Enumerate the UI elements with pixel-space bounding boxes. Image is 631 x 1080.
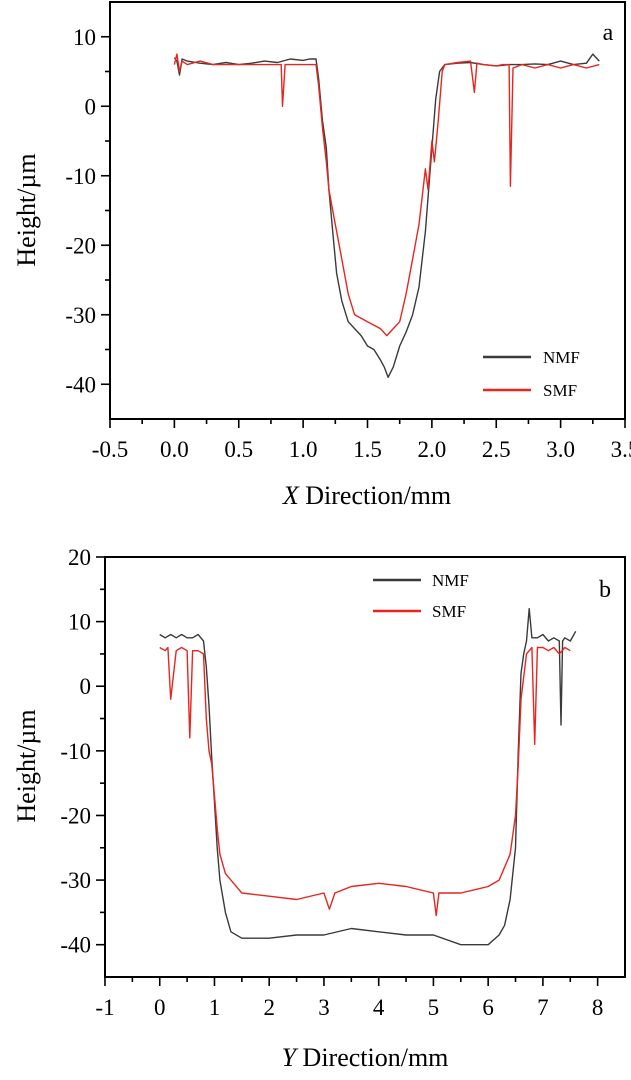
y-axis-title-b: Height/µm	[12, 709, 41, 822]
axis-ticks-a: -0.5 0.0 0.5 1.0 1.5 2.0 2.5 3.0 3.5 10 0 -10 -20 -30…	[65, 25, 631, 462]
y-tick-label-b-1: 10	[68, 610, 91, 635]
legend-label-nmf-a: NMF	[543, 348, 580, 367]
series-group-a	[173, 53, 600, 378]
y-tick-label-a-2: -10	[65, 164, 96, 189]
x-tick-label-a-1: 0.0	[160, 437, 189, 462]
x-tick-label-a-4: 1.5	[353, 437, 382, 462]
x-tick-label-b-4: 3	[318, 995, 330, 1020]
x-tick-label-b-5: 4	[373, 995, 385, 1020]
x-tick-label-b-0: -1	[95, 995, 114, 1020]
x-axis-title-italic-a: X	[282, 481, 300, 510]
x-axis-title-rest-a: Direction/mm	[299, 481, 451, 510]
legend-label-nmf-b: NMF	[432, 571, 469, 590]
x-tick-label-a-3: 1.0	[289, 437, 318, 462]
chart-panel-a: -0.5 0.0 0.5 1.0 1.5 2.0 2.5 3.0 3.5 10 0 -10 -20 -30…	[12, 1, 631, 510]
y-tick-label-b-0: 20	[68, 545, 91, 570]
y-tick-label-a-4: -30	[65, 303, 96, 328]
series-line-smf-b	[159, 646, 571, 917]
x-tick-label-a-0: -0.5	[92, 437, 128, 462]
x-tick-label-b-1: 0	[154, 995, 166, 1020]
x-tick-label-b-8: 7	[537, 995, 549, 1020]
y-tick-label-a-3: -20	[65, 233, 96, 258]
y-tick-label-a-5: -40	[65, 372, 96, 397]
y-tick-label-a-1: 0	[85, 94, 97, 119]
y-tick-label-b-3: -10	[60, 739, 91, 764]
x-tick-label-b-3: 2	[263, 995, 275, 1020]
x-tick-label-a-2: 0.5	[224, 437, 253, 462]
x-axis-title-b: Y Direction/mm	[282, 1043, 449, 1072]
x-axis-title-rest-b: Direction/mm	[296, 1043, 448, 1072]
plot-frame-b	[104, 556, 626, 978]
y-tick-label-b-5: -30	[60, 868, 91, 893]
legend-a: NMF SMF	[483, 348, 580, 400]
legend-label-smf-b: SMF	[432, 602, 466, 621]
x-tick-label-b-9: 8	[592, 995, 604, 1020]
x-tick-label-b-7: 6	[482, 995, 494, 1020]
series-line-nmf-a	[173, 53, 600, 378]
legend-label-smf-a: SMF	[543, 381, 577, 400]
x-tick-label-a-8: 3.5	[611, 437, 631, 462]
x-axis-title-italic-b: Y	[282, 1043, 299, 1072]
y-axis-title-a: Height/µm	[12, 153, 41, 266]
series-group-b	[159, 608, 577, 946]
panel-label-b: b	[599, 577, 611, 603]
x-tick-label-b-6: 5	[428, 995, 440, 1020]
panel-label-a: a	[603, 20, 614, 46]
x-tick-label-b-2: 1	[209, 995, 221, 1020]
x-tick-label-a-7: 3.0	[546, 437, 575, 462]
y-tick-label-b-2: 0	[80, 674, 92, 699]
x-tick-label-a-5: 2.0	[418, 437, 447, 462]
series-line-smf-a	[173, 53, 600, 337]
legend-b: NMF SMF	[373, 571, 469, 621]
y-tick-label-b-6: -40	[60, 933, 91, 958]
series-line-nmf-b	[159, 608, 577, 946]
x-axis-title-a: X Direction/mm	[282, 481, 451, 510]
y-tick-label-a-0: 10	[73, 25, 96, 50]
x-tick-label-a-6: 2.5	[482, 437, 511, 462]
y-tick-label-b-4: -20	[60, 803, 91, 828]
